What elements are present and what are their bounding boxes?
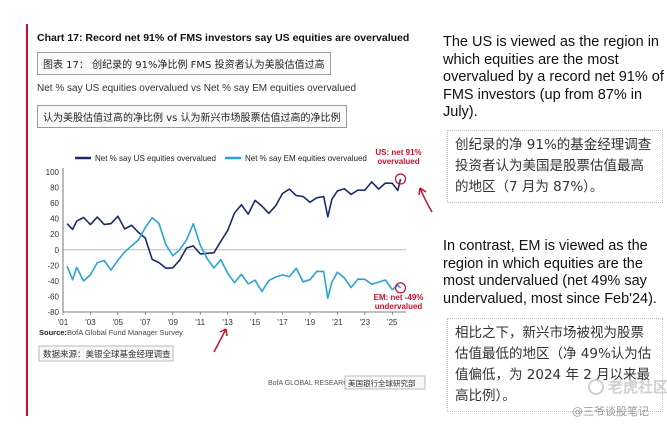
y-tick-label: -40 bbox=[47, 277, 59, 286]
y-tick-label: 0 bbox=[55, 246, 60, 255]
series-line-us bbox=[66, 178, 402, 270]
y-tick-label: 20 bbox=[50, 230, 59, 239]
us-note-en: The US is viewed as the region in which … bbox=[443, 34, 664, 120]
y-tick-label: 80 bbox=[50, 184, 59, 193]
chart-subtitle-cn: 认为美股估值过高的净比例 vs 认为新兴市场股票估值过高的净比例 bbox=[37, 105, 347, 128]
em-note-cn: 相比之下，新兴市场被视为股票估值最低的地区（净 49%认为估值偏低，为 2024… bbox=[447, 318, 663, 412]
series-line-em bbox=[66, 217, 402, 299]
brand-cn: 美国银行全球研究部 bbox=[348, 378, 416, 388]
source-cn: 数据来源：美银全球基金经理调查 bbox=[43, 349, 171, 360]
annotation-circle-em bbox=[394, 282, 407, 294]
left-accent-bar bbox=[0, 0, 28, 430]
annotation-label-us-2: overvalued bbox=[377, 157, 419, 166]
chart-panel: Chart 17: Record net 91% of FMS investor… bbox=[31, 26, 429, 422]
x-tick-label: '15 bbox=[250, 318, 261, 327]
annotation-label-us-1: US: net 91% bbox=[375, 148, 421, 157]
x-tick-label: '19 bbox=[305, 318, 316, 327]
arrow-to-axis bbox=[213, 328, 227, 353]
x-tick-label: '01 bbox=[58, 318, 69, 327]
x-tick-label: '21 bbox=[332, 318, 343, 327]
chart-title-cn: 图表 17： 创纪录的 91%净比例 FMS 投资者认为美股估值过高 bbox=[37, 52, 331, 75]
y-tick-label: -60 bbox=[47, 292, 59, 301]
x-tick-label: '25 bbox=[387, 318, 398, 327]
y-tick-label: -20 bbox=[47, 261, 59, 270]
legend-label-em: Net % say EM equities overvalued bbox=[245, 154, 367, 163]
commentary-column: The US is viewed as the region in which … bbox=[441, 0, 667, 430]
brand-label: BofA GLOBAL RESEARCH bbox=[268, 380, 353, 387]
legend-label-us: Net % say US equities overvalued bbox=[95, 154, 216, 163]
chart-subtitle: Net % say US equities overvalued vs Net … bbox=[37, 83, 357, 94]
y-tick-label: 100 bbox=[46, 168, 60, 177]
arrow-head-us bbox=[418, 187, 427, 196]
x-tick-label: '23 bbox=[360, 318, 371, 327]
x-tick-label: '11 bbox=[195, 318, 205, 327]
watermark-line1: 老虎社区 bbox=[608, 378, 667, 396]
us-note-cn: 创纪录的净 91%的基金经理调查投资者认为美国是股票估值最高的地区（7 月为 8… bbox=[447, 130, 663, 203]
y-tick-label: -80 bbox=[47, 308, 59, 317]
x-tick-label: '07 bbox=[140, 318, 151, 327]
annotation-label-em-2: undervalued bbox=[375, 302, 423, 311]
tiger-logo-icon bbox=[588, 379, 604, 395]
watermark-author: @三爷谈股笔记 bbox=[572, 405, 649, 418]
y-tick-label: 60 bbox=[50, 199, 59, 208]
brand-cn-box bbox=[344, 375, 426, 390]
x-tick-label: '13 bbox=[222, 318, 233, 327]
annotation-label-em-1: EM: net -49% bbox=[374, 293, 424, 302]
chart-title: Chart 17: Record net 91% of FMS investor… bbox=[37, 32, 410, 44]
source-text: BofA Global Fund Manager Survey bbox=[67, 328, 183, 337]
annotation-circle-us bbox=[394, 173, 407, 185]
x-tick-label: '09 bbox=[168, 318, 179, 327]
watermark-community: 老虎社区 bbox=[588, 376, 667, 397]
arrow-head-axis bbox=[219, 328, 228, 337]
source-label: Source: bbox=[39, 328, 67, 337]
y-tick-label: 40 bbox=[50, 215, 59, 224]
x-tick-label: '03 bbox=[85, 318, 96, 327]
em-note-en: In contrast, EM is viewed as the region … bbox=[443, 238, 657, 307]
x-tick-label: '17 bbox=[277, 318, 288, 327]
x-tick-label: '05 bbox=[113, 318, 124, 327]
source-cn-box bbox=[38, 345, 174, 362]
arrow-to-us-line bbox=[419, 187, 433, 213]
line-chart: -80 -60 -40 -20 0 20 40 60 80 100 '01 '03 '05 '07 '09 '… bbox=[38, 148, 426, 390]
